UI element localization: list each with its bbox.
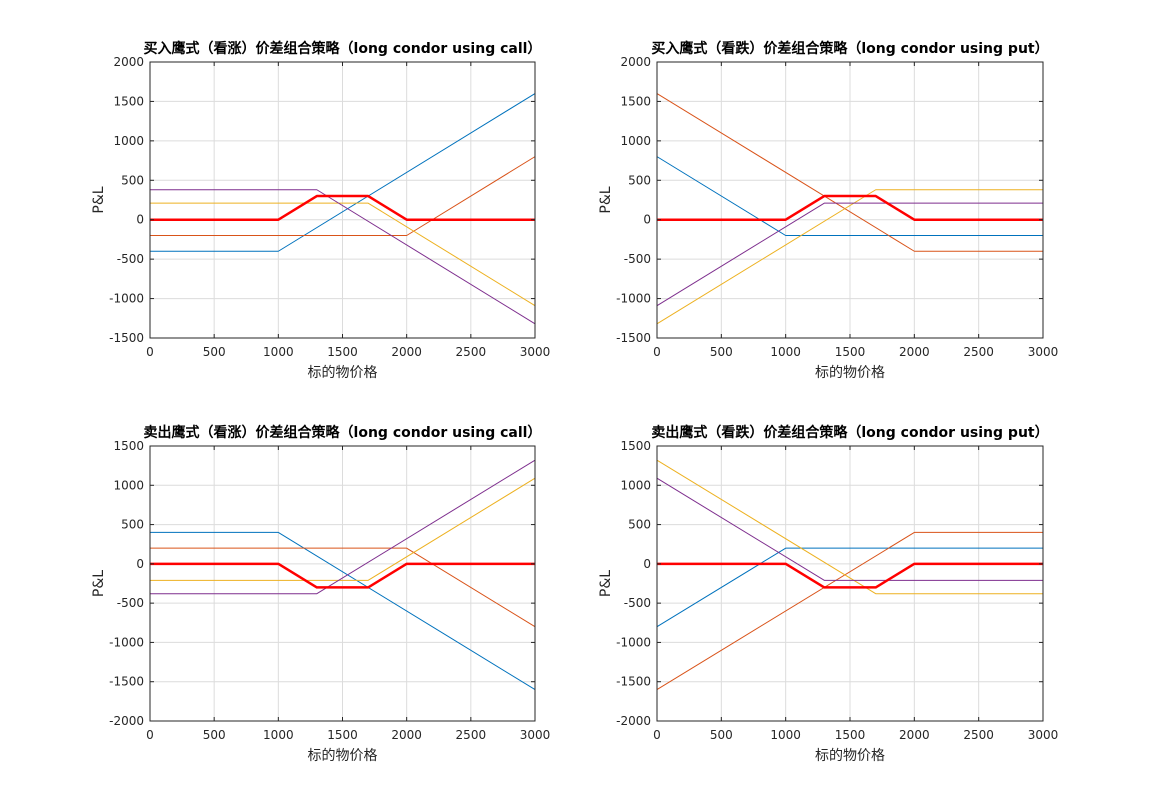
y-tick-label: 1500 bbox=[113, 439, 144, 453]
y-tick-label: -1000 bbox=[109, 292, 144, 306]
y-tick-label: -1500 bbox=[109, 331, 144, 345]
chart-title: 买入鹰式（看涨）价差组合策略（long condor using call） bbox=[144, 40, 542, 57]
y-axis-label: P&L bbox=[598, 186, 614, 213]
series-line-4 bbox=[656, 477, 1043, 581]
x-tick-label: 500 bbox=[710, 728, 733, 742]
y-tick-label: -500 bbox=[117, 252, 144, 266]
y-tick-label: 2000 bbox=[113, 55, 144, 69]
series-line-4 bbox=[656, 202, 1043, 307]
x-tick-label: 1000 bbox=[770, 345, 801, 359]
x-tick-label: 2000 bbox=[391, 728, 422, 742]
y-axis-label: P&L bbox=[598, 570, 614, 597]
y-tick-label: 2000 bbox=[620, 55, 651, 69]
x-tick-label: 1500 bbox=[327, 728, 358, 742]
series-line-1 bbox=[656, 156, 1043, 236]
x-tick-label: 3000 bbox=[520, 728, 551, 742]
y-tick-label: 500 bbox=[121, 518, 144, 532]
series-line-4 bbox=[150, 459, 536, 595]
y-tick-label: 0 bbox=[643, 213, 651, 227]
y-tick-label: 0 bbox=[643, 557, 651, 571]
x-tick-label: 1500 bbox=[835, 345, 866, 359]
x-tick-label: 2500 bbox=[456, 728, 487, 742]
y-axis-label: P&L bbox=[91, 570, 107, 597]
y-axis-label: P&L bbox=[91, 186, 107, 213]
series-line-1 bbox=[150, 531, 536, 690]
subplot-long-condor-call: 0 500 1000 1500 2000 2500 3000 -1500 -1000 -500 0 5… bbox=[91, 40, 550, 381]
series-line-5 bbox=[150, 562, 535, 589]
x-tick-label: 500 bbox=[203, 728, 226, 742]
x-tick-label: 3000 bbox=[1028, 345, 1059, 359]
y-tick-label: -1500 bbox=[109, 675, 144, 689]
y-tick-label: -2000 bbox=[109, 714, 144, 728]
y-tick-label: -500 bbox=[117, 596, 144, 610]
x-tick-label: 0 bbox=[653, 345, 661, 359]
y-tick-label: 1000 bbox=[113, 134, 144, 148]
y-tick-label: -1000 bbox=[616, 292, 651, 306]
y-tick-label: 1000 bbox=[113, 478, 144, 492]
y-tick-label: -1000 bbox=[616, 635, 651, 649]
series-line-3 bbox=[150, 477, 536, 581]
x-tick-label: 2000 bbox=[391, 345, 422, 359]
x-tick-label: 1000 bbox=[770, 728, 801, 742]
y-tick-label: -1000 bbox=[109, 635, 144, 649]
series-line-2 bbox=[150, 156, 536, 236]
y-tick-label: -2000 bbox=[616, 714, 651, 728]
series-line-2 bbox=[656, 531, 1043, 690]
x-tick-label: 1500 bbox=[835, 728, 866, 742]
x-tick-label: 1000 bbox=[263, 345, 294, 359]
series-line-5 bbox=[657, 194, 1043, 221]
y-tick-label: 1500 bbox=[620, 439, 651, 453]
x-tick-label: 3000 bbox=[520, 345, 551, 359]
x-tick-label: 0 bbox=[146, 728, 154, 742]
y-tick-label: -1500 bbox=[616, 675, 651, 689]
y-tick-label: 1000 bbox=[620, 478, 651, 492]
y-tick-label: 500 bbox=[121, 173, 144, 187]
x-tick-label: 1000 bbox=[263, 728, 294, 742]
series-line-2 bbox=[150, 547, 536, 628]
subplot-short-condor-put: 0 500 1000 1500 2000 2500 3000 -2000 -1500 -1000 -… bbox=[598, 424, 1058, 764]
x-tick-label: 2000 bbox=[899, 728, 930, 742]
x-tick-label: 2500 bbox=[456, 345, 487, 359]
x-tick-label: 3000 bbox=[1028, 728, 1059, 742]
series-line-1 bbox=[150, 93, 536, 252]
series-line-2 bbox=[656, 93, 1043, 252]
x-axis-label: 标的物价格 bbox=[815, 748, 885, 764]
y-tick-label: -500 bbox=[624, 596, 651, 610]
series-line-5 bbox=[150, 194, 535, 221]
series-line-4 bbox=[150, 189, 536, 325]
y-tick-label: 0 bbox=[136, 213, 144, 227]
x-tick-label: 500 bbox=[203, 345, 226, 359]
subplot-long-condor-put: 0 500 1000 1500 2000 2500 3000 -1500 -1000 -500 0 5… bbox=[598, 40, 1058, 381]
y-tick-label: 0 bbox=[136, 557, 144, 571]
y-tick-label: 1500 bbox=[620, 94, 651, 108]
chart-title: 买入鹰式（看跌）价差组合策略（long condor using put） bbox=[651, 40, 1048, 57]
series-line-1 bbox=[656, 547, 1043, 628]
series-line-5 bbox=[657, 562, 1043, 589]
series-line-3 bbox=[656, 459, 1043, 595]
x-tick-label: 0 bbox=[653, 728, 661, 742]
x-axis-label: 标的物价格 bbox=[815, 365, 885, 381]
y-tick-label: -1500 bbox=[616, 331, 651, 345]
y-tick-label: 1000 bbox=[620, 134, 651, 148]
x-axis-label: 标的物价格 bbox=[308, 748, 378, 764]
series-line-3 bbox=[150, 202, 536, 307]
chart-title: 卖出鹰式（看跌）价差组合策略（long condor using put） bbox=[651, 424, 1048, 441]
y-tick-label: 500 bbox=[628, 173, 651, 187]
y-tick-label: -500 bbox=[624, 252, 651, 266]
chart-title: 卖出鹰式（看涨）价差组合策略（long condor using call） bbox=[144, 424, 542, 441]
x-tick-label: 500 bbox=[710, 345, 733, 359]
y-tick-label: 500 bbox=[628, 518, 651, 532]
x-axis-label: 标的物价格 bbox=[308, 365, 378, 381]
x-tick-label: 2000 bbox=[899, 345, 930, 359]
subplot-short-condor-call: 0 500 1000 1500 2000 2500 3000 -2000 -1500 -1000 -… bbox=[91, 424, 550, 764]
x-tick-label: 2500 bbox=[963, 345, 994, 359]
x-tick-label: 0 bbox=[146, 345, 154, 359]
x-tick-label: 2500 bbox=[963, 728, 994, 742]
series-line-3 bbox=[656, 189, 1043, 325]
y-tick-label: 1500 bbox=[113, 94, 144, 108]
x-tick-label: 1500 bbox=[327, 345, 358, 359]
